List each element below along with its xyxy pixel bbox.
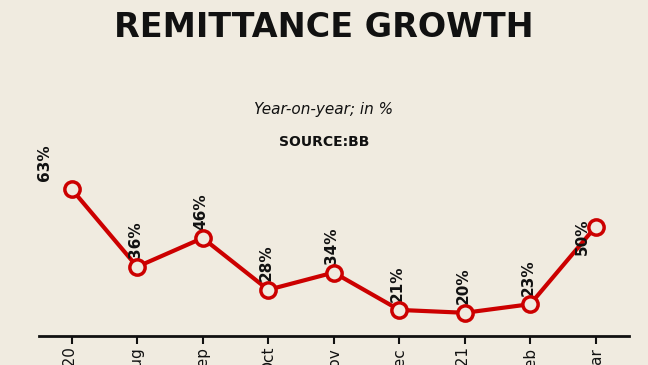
Text: 34%: 34% (324, 228, 340, 264)
Text: 46%: 46% (193, 193, 208, 230)
Text: 20%: 20% (456, 268, 470, 304)
Text: 50%: 50% (575, 218, 590, 255)
Text: 23%: 23% (521, 259, 536, 296)
Text: 63%: 63% (37, 144, 52, 181)
Text: 36%: 36% (128, 222, 143, 258)
Text: SOURCE:BB: SOURCE:BB (279, 135, 369, 149)
Text: 28%: 28% (259, 245, 273, 281)
Text: REMITTANCE GROWTH: REMITTANCE GROWTH (114, 11, 534, 44)
Text: Year-on-year; in %: Year-on-year; in % (255, 102, 393, 117)
Text: 21%: 21% (390, 265, 405, 301)
